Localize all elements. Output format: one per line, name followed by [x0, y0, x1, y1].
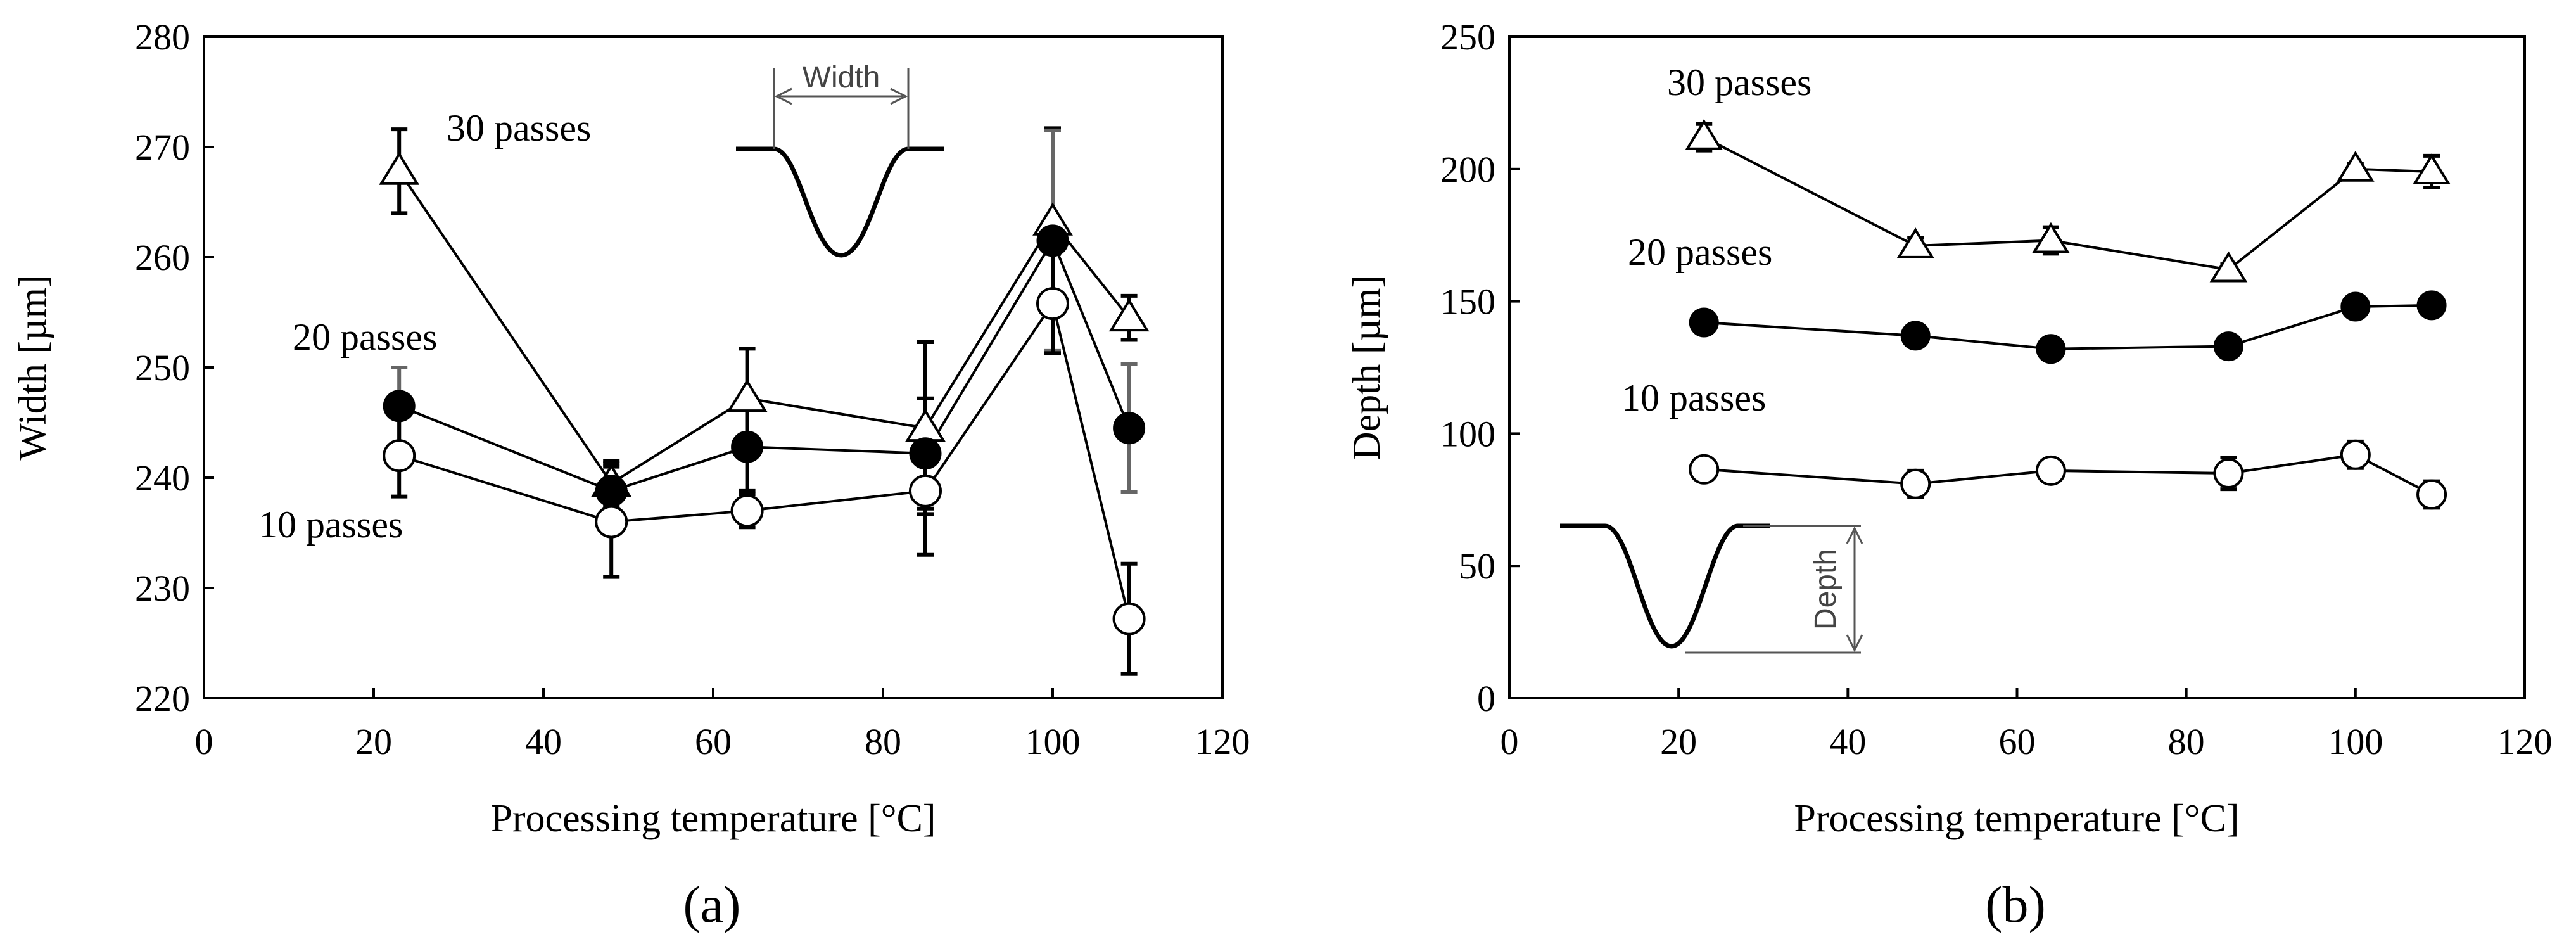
x-tick-label: 120 — [1195, 721, 1250, 762]
data-point-filled-circle — [2213, 331, 2243, 362]
y-tick-label: 150 — [1440, 281, 1495, 322]
data-point-open-circle — [1036, 287, 1069, 321]
series-line-10-passes — [398, 300, 1131, 620]
y-tick-label: 50 — [1459, 546, 1495, 587]
series-label-b-10-passes: 10 passes — [1621, 377, 1766, 419]
y-axis-title-b: Depth [µm] — [1345, 275, 1388, 460]
series-label-a-30-passes: 30 passes — [447, 107, 591, 149]
data-point-open-circle — [1900, 468, 1931, 499]
y-tick-label: 270 — [135, 127, 190, 168]
panel-a: 220 230 240 250 260 270 280 0 20 40 60 80 100 120 Wid… — [11, 16, 1250, 933]
x-tick-label: 20 — [355, 721, 392, 762]
x-tick-label: 60 — [695, 721, 732, 762]
x-tick-label: 0 — [1501, 721, 1519, 762]
plot-area-a — [203, 35, 1224, 699]
x-axis-title-a: Processing temperature [°C] — [490, 797, 936, 840]
y-tick-label: 260 — [135, 237, 190, 278]
x-tick-label: 80 — [865, 721, 901, 762]
data-point-open-circle — [2416, 479, 2447, 510]
data-point-triangle — [2413, 153, 2451, 184]
x-tick-label: 40 — [525, 721, 562, 762]
y-tick-label: 220 — [135, 678, 190, 719]
x-tick-label: 60 — [1999, 721, 2036, 762]
x-tick-label: 100 — [2328, 721, 2383, 762]
y-tick-label: 250 — [135, 347, 190, 388]
data-point-open-circle — [2213, 458, 2244, 489]
data-point-open-circle — [909, 474, 942, 507]
y-tick-label: 280 — [135, 16, 190, 58]
series-line-30-passes — [1703, 136, 2432, 271]
data-point-triangle — [1685, 118, 1723, 150]
data-point-open-circle — [2340, 439, 2371, 470]
series-label-a-10-passes: 10 passes — [258, 504, 403, 546]
data-point-triangle — [2209, 251, 2248, 283]
data-point-filled-circle — [1113, 412, 1146, 445]
inset-label-width: Width — [803, 61, 880, 94]
data-point-triangle — [1896, 227, 1935, 258]
data-point-open-circle — [1112, 602, 1146, 635]
series-line-20-passes — [1704, 303, 2432, 350]
x-tick-label: 40 — [1829, 721, 1866, 762]
panel-label-b: (b) — [1985, 876, 2046, 933]
x-tick-label: 80 — [2168, 721, 2205, 762]
y-tick-label: 240 — [135, 457, 190, 499]
y-tick-label: 230 — [135, 568, 190, 609]
series-label-a-20-passes: 20 passes — [293, 316, 437, 358]
data-point-open-circle — [2035, 455, 2066, 486]
data-point-open-circle — [730, 494, 764, 528]
data-point-triangle — [2337, 150, 2375, 182]
depth-profile-inset: Depth — [1560, 523, 1863, 654]
x-tick-label: 20 — [1660, 721, 1697, 762]
x-tick-label: 0 — [195, 721, 213, 762]
data-point-open-circle — [1689, 454, 1720, 485]
data-point-filled-circle — [383, 390, 416, 423]
data-point-open-circle — [383, 439, 416, 473]
data-point-filled-circle — [2416, 290, 2447, 321]
data-point-triangle — [379, 151, 420, 185]
width-profile-inset: Width — [736, 61, 944, 258]
y-tick-label: 200 — [1440, 149, 1495, 190]
y-tick-label: 0 — [1477, 678, 1495, 719]
data-point-filled-circle — [1689, 307, 1719, 338]
series-line-10-passes — [1704, 453, 2432, 496]
data-point-triangle — [2032, 222, 2070, 253]
data-point-filled-circle — [2036, 334, 2066, 364]
data-point-filled-circle — [731, 430, 764, 463]
y-tick-label: 250 — [1440, 16, 1495, 58]
inset-label-depth: Depth — [1809, 549, 1843, 630]
series-label-b-20-passes: 20 passes — [1628, 231, 1772, 273]
y-tick-label: 100 — [1440, 413, 1495, 454]
data-point-filled-circle — [2340, 291, 2371, 322]
data-point-filled-circle — [595, 475, 628, 507]
data-point-triangle — [1108, 298, 1150, 332]
y-axis-title-a: Width [µm] — [11, 274, 54, 460]
x-tick-label: 100 — [1025, 721, 1081, 762]
x-tick-label: 120 — [2497, 721, 2553, 762]
panel-label-a: (a) — [683, 876, 740, 933]
data-point-filled-circle — [1900, 321, 1931, 351]
data-point-filled-circle — [909, 437, 942, 470]
series-line-20-passes — [398, 238, 1131, 493]
data-point-triangle — [726, 378, 768, 412]
panel-b: 0 50 100 150 200 250 0 20 40 60 80 100 120 Depth [µm… — [1345, 16, 2553, 933]
data-point-open-circle — [595, 505, 628, 539]
plot-area-b — [1508, 35, 2526, 699]
series-line-30-passes — [398, 170, 1131, 485]
data-point-filled-circle — [1036, 224, 1069, 257]
x-axis-title-b: Processing temperature [°C] — [1794, 797, 2239, 840]
series-label-b-30-passes: 30 passes — [1667, 61, 1811, 103]
